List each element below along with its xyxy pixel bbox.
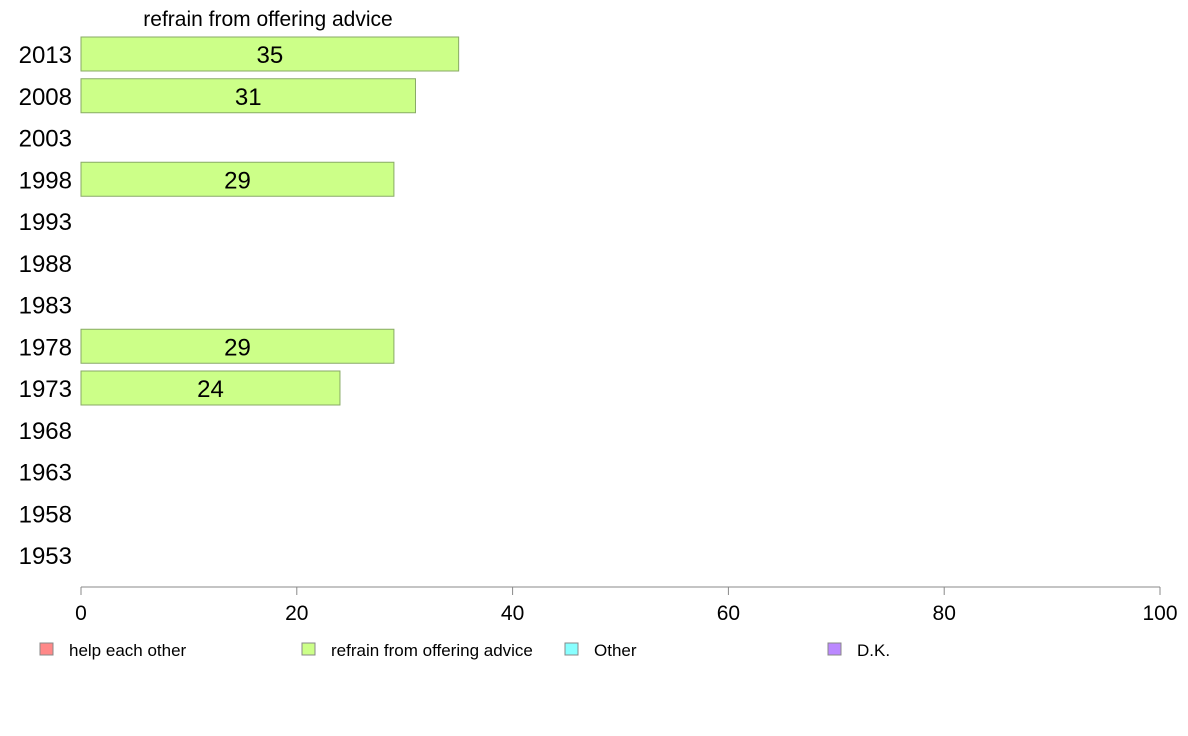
legend-swatch	[564, 642, 579, 656]
y-axis: 2013 2008 2003 1998 1993 1988 1983 1978 1973 1968…	[19, 42, 72, 570]
legend-item: Other	[564, 641, 637, 660]
legend-label: Other	[594, 641, 637, 660]
x-tick-label: 20	[285, 602, 308, 625]
bar-value-label: 29	[224, 167, 251, 194]
legend-item: help each other	[39, 641, 187, 660]
y-tick-label: 1998	[19, 167, 72, 194]
legend-swatch	[827, 642, 842, 656]
y-tick-label: 1983	[19, 293, 72, 320]
legend-label: help each other	[69, 641, 187, 660]
bar	[80, 328, 395, 364]
chart-title: refrain from offering advice	[143, 8, 392, 31]
bar-value-label: 35	[256, 42, 283, 69]
x-axis: 0 20 40 60 80 100	[75, 586, 1178, 625]
bar-value-label: 31	[235, 84, 262, 111]
y-tick-label: 2013	[19, 42, 72, 69]
y-tick-label: 1978	[19, 334, 72, 361]
legend-label: D.K.	[857, 641, 890, 660]
legend-item: D.K.	[827, 641, 890, 660]
y-tick-label: 2008	[19, 84, 72, 111]
y-tick-label: 1973	[19, 376, 72, 403]
x-tick-label: 100	[1142, 602, 1177, 625]
y-tick-label: 1993	[19, 209, 72, 236]
bar	[80, 78, 416, 114]
y-tick-label: 1968	[19, 418, 72, 445]
bar	[80, 36, 460, 72]
legend-label: refrain from offering advice	[331, 641, 533, 660]
x-tick-label: 0	[75, 602, 87, 625]
y-tick-label: 1958	[19, 501, 72, 528]
x-tick-label: 60	[717, 602, 740, 625]
bar	[80, 370, 341, 406]
legend-item: refrain from offering advice	[301, 641, 533, 660]
y-tick-label: 2003	[19, 126, 72, 153]
x-tick-label: 40	[501, 602, 524, 625]
y-tick-label: 1963	[19, 460, 72, 487]
legend-swatch	[301, 642, 316, 656]
x-tick-label: 80	[933, 602, 956, 625]
bar-value-label: 24	[197, 376, 224, 403]
bar	[80, 161, 395, 197]
legend: help each other refrain from offering adv…	[39, 641, 890, 660]
bar-value-label: 29	[224, 334, 251, 361]
legend-swatch	[39, 642, 54, 656]
y-tick-label: 1988	[19, 251, 72, 278]
y-tick-label: 1953	[19, 543, 72, 570]
